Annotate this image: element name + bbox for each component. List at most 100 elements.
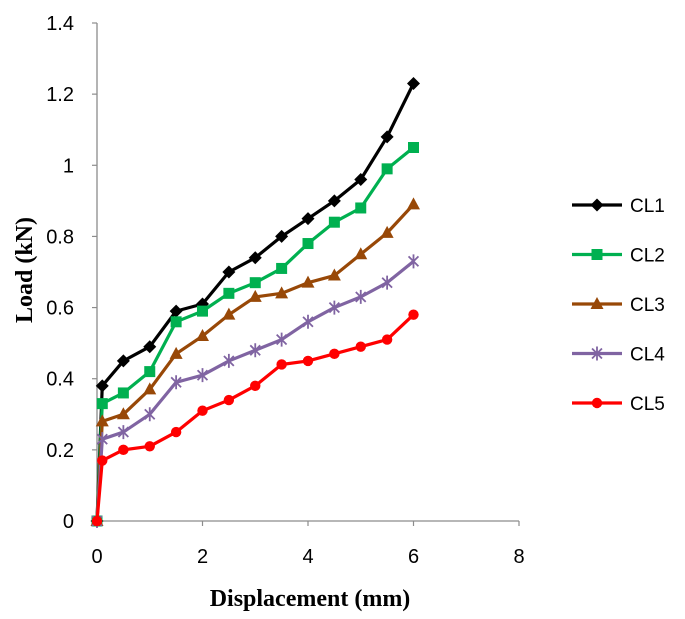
data-point-cl5 bbox=[91, 515, 103, 527]
legend: CL1 CL2 CL3 CL4 CL5 bbox=[572, 196, 665, 415]
data-point-cl4 bbox=[196, 368, 209, 383]
y-tick-label: 1.2 bbox=[46, 84, 74, 106]
data-point-cl4 bbox=[276, 332, 288, 347]
y-tick-label: 0.4 bbox=[46, 369, 74, 391]
data-point-cl2 bbox=[408, 142, 419, 153]
x-tick-label: 4 bbox=[302, 546, 313, 568]
data-point-cl5 bbox=[381, 334, 393, 345]
data-point-cl1 bbox=[301, 212, 315, 226]
legend-label: CL1 bbox=[630, 196, 665, 217]
data-point-cl4 bbox=[117, 425, 129, 440]
series-cl5 bbox=[91, 309, 419, 527]
data-point-cl5 bbox=[170, 426, 182, 438]
data-point-cl5 bbox=[302, 355, 314, 367]
data-point-cl2 bbox=[249, 277, 261, 289]
data-point-cl2 bbox=[223, 287, 235, 299]
data-point-cl1 bbox=[143, 340, 157, 354]
data-point-cl3 bbox=[301, 275, 315, 288]
data-point-cl4 bbox=[407, 254, 420, 269]
legend-label: CL3 bbox=[630, 295, 665, 316]
data-point-cl2 bbox=[117, 387, 129, 399]
series-cl1 bbox=[90, 76, 420, 528]
data-point-cl3 bbox=[196, 329, 209, 342]
data-point-cl5 bbox=[329, 348, 340, 360]
y-tick-label: 1 bbox=[63, 155, 74, 177]
data-point-cl3 bbox=[95, 414, 109, 427]
data-point-cl3 bbox=[143, 382, 157, 395]
data-point-cl3 bbox=[380, 225, 394, 238]
data-point-cl5 bbox=[118, 444, 129, 456]
data-point-cl3 bbox=[116, 407, 130, 420]
data-point-cl4 bbox=[223, 353, 235, 368]
data-point-cl4 bbox=[249, 343, 261, 358]
plot-area bbox=[90, 76, 420, 528]
data-point-cl1 bbox=[95, 379, 109, 393]
legend-label: CL2 bbox=[630, 246, 665, 267]
data-point-cl1 bbox=[116, 354, 130, 368]
data-point-cl4 bbox=[96, 432, 108, 447]
data-point-cl1 bbox=[248, 251, 262, 265]
x-axis-title: Displacement (mm) bbox=[210, 586, 411, 612]
legend-item-cl2: CL2 bbox=[572, 246, 665, 267]
x-tick-label: 8 bbox=[513, 546, 524, 568]
y-tick-label: 1.4 bbox=[46, 13, 74, 35]
y-tick-label: 0.2 bbox=[46, 440, 74, 462]
y-tick-label: 0.8 bbox=[46, 226, 74, 248]
data-point-cl3 bbox=[275, 286, 289, 299]
data-point-cl3 bbox=[327, 268, 341, 281]
data-point-cl5 bbox=[408, 309, 419, 320]
data-point-cl5 bbox=[250, 380, 261, 392]
legend-item-cl5: CL5 bbox=[572, 394, 665, 415]
data-point-cl1 bbox=[327, 194, 341, 208]
data-point-cl5 bbox=[197, 405, 208, 416]
legend-marker bbox=[590, 297, 604, 309]
series-line-cl1 bbox=[95, 82, 415, 522]
data-point-cl2 bbox=[355, 202, 367, 214]
data-point-cl2 bbox=[302, 238, 314, 250]
data-point-cl2 bbox=[170, 316, 182, 328]
data-point-cl1 bbox=[354, 173, 368, 187]
series-line-cl4 bbox=[95, 260, 415, 522]
data-point-cl5 bbox=[223, 394, 235, 406]
data-point-cl3 bbox=[248, 289, 262, 302]
data-point-cl2 bbox=[197, 305, 208, 317]
legend-label: CL4 bbox=[630, 345, 665, 366]
data-point-cl4 bbox=[302, 314, 314, 329]
data-point-cl4 bbox=[355, 289, 367, 304]
legend-marker bbox=[591, 346, 603, 361]
data-point-cl3 bbox=[169, 346, 183, 359]
series-cl3 bbox=[90, 197, 420, 526]
data-point-cl4 bbox=[144, 407, 156, 422]
series-cl2 bbox=[91, 142, 419, 527]
data-point-cl1 bbox=[222, 265, 236, 279]
data-point-cl3 bbox=[407, 197, 420, 210]
y-axis-title: Load (kN) bbox=[12, 217, 38, 323]
data-point-cl5 bbox=[276, 359, 287, 370]
data-point-cl4 bbox=[328, 300, 340, 315]
series-cl4 bbox=[91, 254, 420, 528]
x-tick-label: 0 bbox=[91, 546, 102, 568]
data-point-cl5 bbox=[97, 455, 108, 466]
legend-item-cl1: CL1 bbox=[572, 196, 665, 217]
legend-item-cl3: CL3 bbox=[572, 295, 665, 316]
legend-label: CL5 bbox=[630, 394, 665, 415]
data-point-cl1 bbox=[380, 130, 394, 144]
data-point-cl1 bbox=[407, 76, 420, 90]
data-point-cl4 bbox=[170, 375, 182, 390]
data-point-cl4 bbox=[381, 275, 393, 290]
data-point-cl2 bbox=[96, 398, 108, 410]
legend-marker bbox=[591, 249, 603, 260]
data-point-cl1 bbox=[169, 304, 183, 318]
data-point-cl5 bbox=[144, 441, 155, 452]
legend-item-cl4: CL4 bbox=[572, 345, 665, 366]
legend-marker bbox=[590, 198, 604, 212]
data-point-cl2 bbox=[328, 216, 340, 228]
data-point-cl2 bbox=[381, 163, 393, 175]
data-point-cl1 bbox=[275, 229, 289, 243]
data-point-cl2 bbox=[144, 366, 156, 378]
data-point-cl5 bbox=[355, 341, 366, 352]
legend-marker bbox=[591, 397, 603, 409]
x-tick-label: 2 bbox=[197, 546, 208, 568]
